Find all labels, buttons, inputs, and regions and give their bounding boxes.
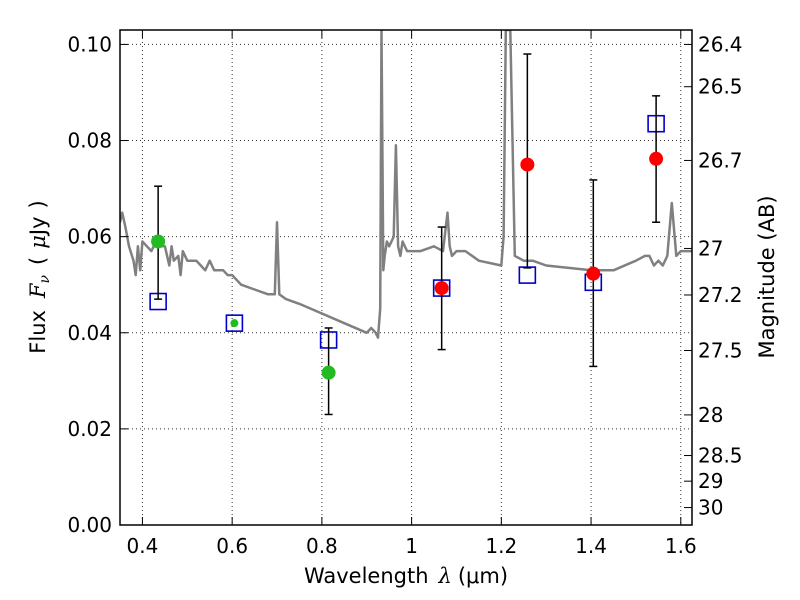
spectrum-line: [120, 30, 692, 339]
observed-flux-point: [649, 151, 664, 166]
y2-tick-label: 27.5: [698, 339, 743, 363]
y2-tick-label: 29: [698, 469, 723, 493]
y2-tick-label: 26.4: [698, 32, 743, 56]
x-tick-label: 1: [405, 534, 418, 558]
x-axis-label-unit: (μm): [458, 564, 508, 588]
observed-flux-point: [586, 266, 601, 281]
observed-flux-point: [434, 281, 449, 296]
observed-flux-point: [520, 157, 535, 172]
x-axis-label-text: Wavelength: [304, 564, 429, 588]
observed-flux-point: [151, 234, 166, 249]
y-tick-label: 0.06: [67, 225, 112, 249]
y-axis-label-open: (: [26, 257, 50, 265]
y2-tick-label: 28.5: [698, 444, 743, 468]
observed-flux-point: [321, 365, 336, 380]
grid-lines: [120, 30, 692, 526]
y-tick-label: 0.00: [67, 513, 112, 537]
x-tick-label: 1.2: [485, 534, 517, 558]
y2-tick-label: 26.5: [698, 75, 743, 99]
y-tick-label: 0.10: [67, 32, 112, 56]
model-photometry-square: [518, 266, 537, 284]
y2-tick-label: 27.2: [698, 283, 743, 307]
model-photometry-square: [225, 314, 244, 332]
y-axis-label-close: ): [26, 200, 50, 208]
x-tick-label: 0.4: [127, 534, 159, 558]
y2-tick-label: 30: [698, 496, 723, 520]
y-tick-label: 0.08: [67, 129, 112, 153]
y2-tick-label: 28: [698, 403, 723, 427]
y-axis-label-mu: μ: [26, 235, 50, 249]
x-axis-label: Wavelength λ (μm): [304, 564, 508, 588]
axes: 0.4 0.6 0.8 1 1.2 1.4 1.6 0.00 0.02 0.04 0.06 0.08 0…: [67, 30, 743, 558]
y-tick-label: 0.04: [67, 321, 112, 345]
x-tick-label: 0.6: [216, 534, 248, 558]
y-axis-label: Flux Fν ( μJy): [26, 200, 53, 353]
y-axis-label-symbol: F: [26, 282, 50, 299]
y2-tick-label: 26.7: [698, 148, 743, 172]
x-tick-label: 1.4: [575, 534, 607, 558]
x-tick-label: 1.6: [665, 534, 697, 558]
y-axis-label-subscript: ν: [37, 274, 53, 283]
observed-flux-point: [230, 319, 239, 328]
y-axis-label-text: Flux: [26, 310, 50, 354]
plot-frame: [119, 29, 693, 526]
y-tick-label: 0.02: [67, 417, 112, 441]
plot-area: [120, 30, 692, 416]
x-axis-label-symbol: λ: [438, 564, 452, 588]
x-tick-label: 0.8: [306, 534, 338, 558]
y2-tick-label: 27: [698, 236, 723, 260]
y2-axis-label: Magnitude (AB): [755, 195, 779, 358]
y-axis-label-unit: Jy: [26, 216, 50, 237]
